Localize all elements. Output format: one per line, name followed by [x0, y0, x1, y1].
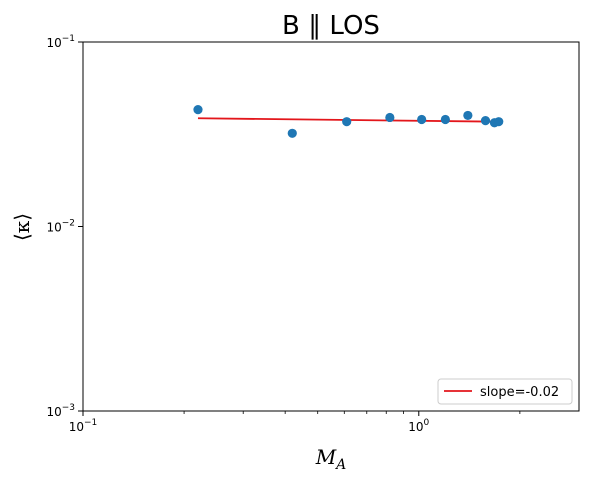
data-point [193, 105, 203, 115]
legend: slope=-0.02 [437, 378, 573, 405]
chart-title: B ∥ LOS [282, 11, 380, 41]
data-point [342, 117, 352, 127]
y-axis-label-text: ⟨κ⟩ [10, 213, 34, 241]
data-point [287, 128, 297, 138]
x-axis-label: MA [315, 445, 347, 473]
data-point [494, 117, 504, 127]
x-tick-label: 10−1 [69, 418, 98, 434]
ticks-layer: 10−1 100 10−3 10−2 10−1 [46, 34, 521, 434]
legend-box [437, 378, 573, 405]
y-tick-label: 10−2 [46, 219, 75, 235]
x-tick-label: 100 [408, 418, 429, 434]
legend-fit-label: slope=-0.02 [480, 385, 559, 400]
plot-area-frame [82, 41, 580, 412]
data-point [440, 114, 450, 125]
data-point [463, 110, 473, 121]
data-point [480, 115, 491, 126]
points-layer [193, 105, 504, 138]
y-axis-label: ⟨κ⟩ [10, 213, 34, 241]
data-point [385, 112, 395, 123]
data-point [417, 114, 427, 125]
y-tick-label: 10−1 [46, 34, 75, 50]
y-tick-label: 10−3 [46, 403, 75, 419]
